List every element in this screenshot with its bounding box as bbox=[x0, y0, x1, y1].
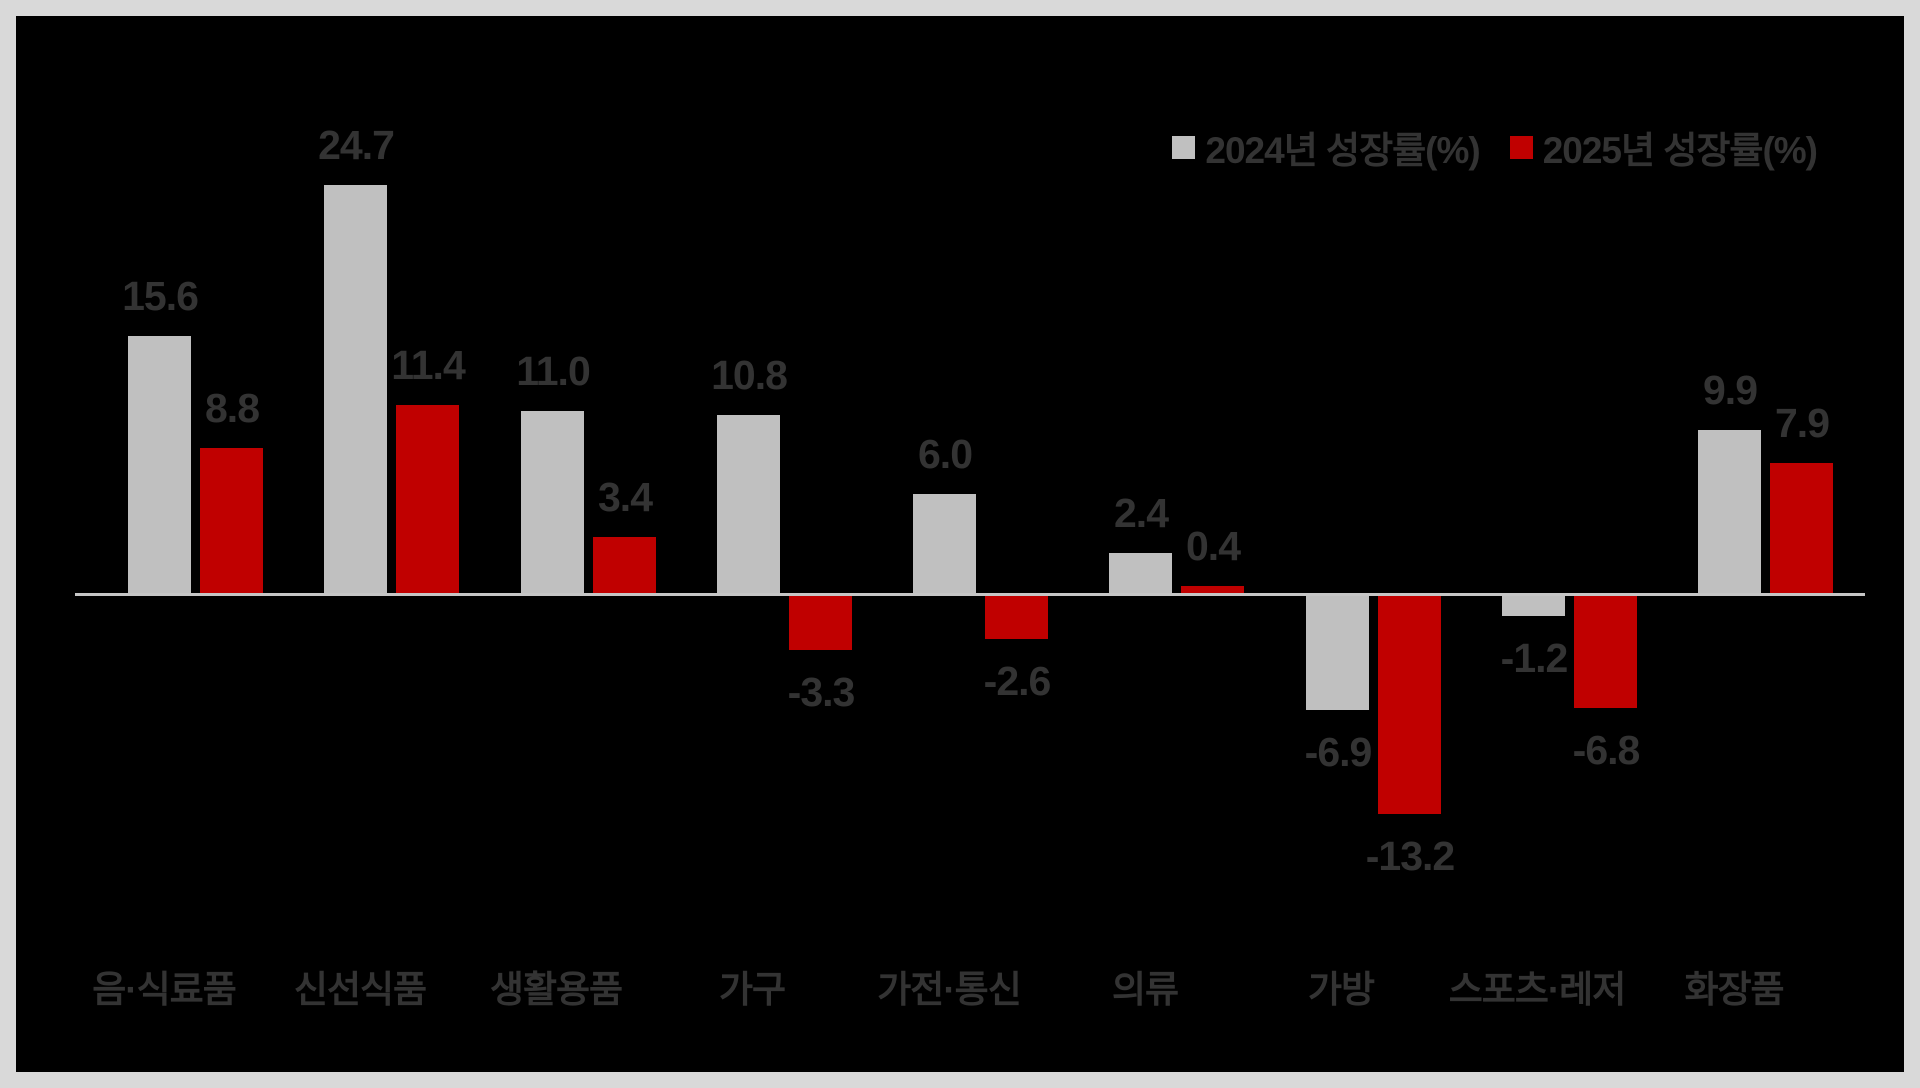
value-label-2025-3: 3.4 bbox=[598, 474, 653, 520]
value-label-2025-4: -3.3 bbox=[787, 669, 856, 715]
value-label-2025-7: -13.2 bbox=[1365, 833, 1455, 879]
value-label-2024-6: 2.4 bbox=[1114, 490, 1169, 536]
value-label-2025-6: 0.4 bbox=[1186, 523, 1241, 569]
category-label-6: 의류 bbox=[1111, 969, 1179, 1010]
bar-2024-8 bbox=[1502, 596, 1565, 616]
category-label-9: 화장품 bbox=[1684, 969, 1784, 1010]
value-label-2025-5: -2.6 bbox=[983, 658, 1052, 704]
legend-item-2025: 2025년 성장률(%) bbox=[1509, 120, 1818, 174]
legend-item-2024: 2024년 성장률(%) bbox=[1172, 120, 1481, 174]
bar-2025-2 bbox=[396, 405, 459, 593]
value-label-2025-9: 7.9 bbox=[1775, 400, 1830, 446]
chart-canvas: 2024년 성장률(%) 2025년 성장률(%) 15.6 8.8 음·식료품 24… bbox=[16, 16, 1904, 1072]
bar-2024-1 bbox=[128, 336, 191, 593]
bar-2024-3 bbox=[521, 411, 584, 593]
legend-label-2024: 2024년 성장률(%) bbox=[1205, 130, 1480, 171]
category-label-4: 가구 bbox=[718, 969, 786, 1010]
value-label-2024-5: 6.0 bbox=[918, 431, 973, 477]
bar-2024-2 bbox=[324, 185, 387, 593]
bar-2025-5 bbox=[985, 596, 1048, 639]
category-label-3: 생활용품 bbox=[489, 969, 623, 1010]
value-label-2024-1: 15.6 bbox=[122, 273, 199, 319]
bar-2024-5 bbox=[913, 494, 976, 593]
value-label-2025-2: 11.4 bbox=[391, 342, 466, 388]
category-label-1: 음·식료품 bbox=[92, 969, 236, 1010]
value-label-2024-8: -1.2 bbox=[1500, 635, 1569, 681]
category-label-5: 가전·통신 bbox=[877, 969, 1021, 1010]
value-label-2024-3: 11.0 bbox=[516, 348, 591, 394]
bar-2025-8 bbox=[1574, 596, 1637, 708]
bar-2024-4 bbox=[717, 415, 780, 593]
bar-2024-7 bbox=[1306, 596, 1369, 710]
value-label-2025-8: -6.8 bbox=[1572, 727, 1641, 773]
legend-label-2025: 2025년 성장률(%) bbox=[1542, 130, 1818, 171]
plot-area: 15.6 8.8 음·식료품 24.7 11.4 신선식품 11.0 3.4 생활용품 10.8 -… bbox=[16, 16, 1904, 1072]
value-label-2025-1: 8.8 bbox=[205, 385, 260, 431]
value-label-2024-2: 24.7 bbox=[318, 122, 395, 168]
bar-2025-7 bbox=[1378, 596, 1441, 814]
value-label-2024-4: 10.8 bbox=[711, 352, 788, 398]
bar-2025-3 bbox=[593, 537, 656, 593]
legend: 2024년 성장률(%) 2025년 성장률(%) bbox=[1172, 120, 1818, 174]
bar-2025-1 bbox=[200, 448, 263, 593]
bar-2025-4 bbox=[789, 596, 852, 650]
category-label-7: 가방 bbox=[1307, 969, 1375, 1010]
category-label-8: 스포츠·레저 bbox=[1448, 969, 1627, 1010]
legend-swatch-2024 bbox=[1172, 135, 1196, 159]
bar-2024-9 bbox=[1698, 430, 1761, 593]
legend-swatch-2025 bbox=[1509, 135, 1533, 159]
bar-2024-6 bbox=[1109, 553, 1172, 593]
value-label-2024-7: -6.9 bbox=[1304, 729, 1373, 775]
category-label-2: 신선식품 bbox=[293, 969, 427, 1010]
bar-2025-6 bbox=[1181, 586, 1244, 593]
x-axis-line bbox=[75, 593, 1865, 596]
bar-2025-9 bbox=[1770, 463, 1833, 593]
value-label-2024-9: 9.9 bbox=[1703, 367, 1758, 413]
